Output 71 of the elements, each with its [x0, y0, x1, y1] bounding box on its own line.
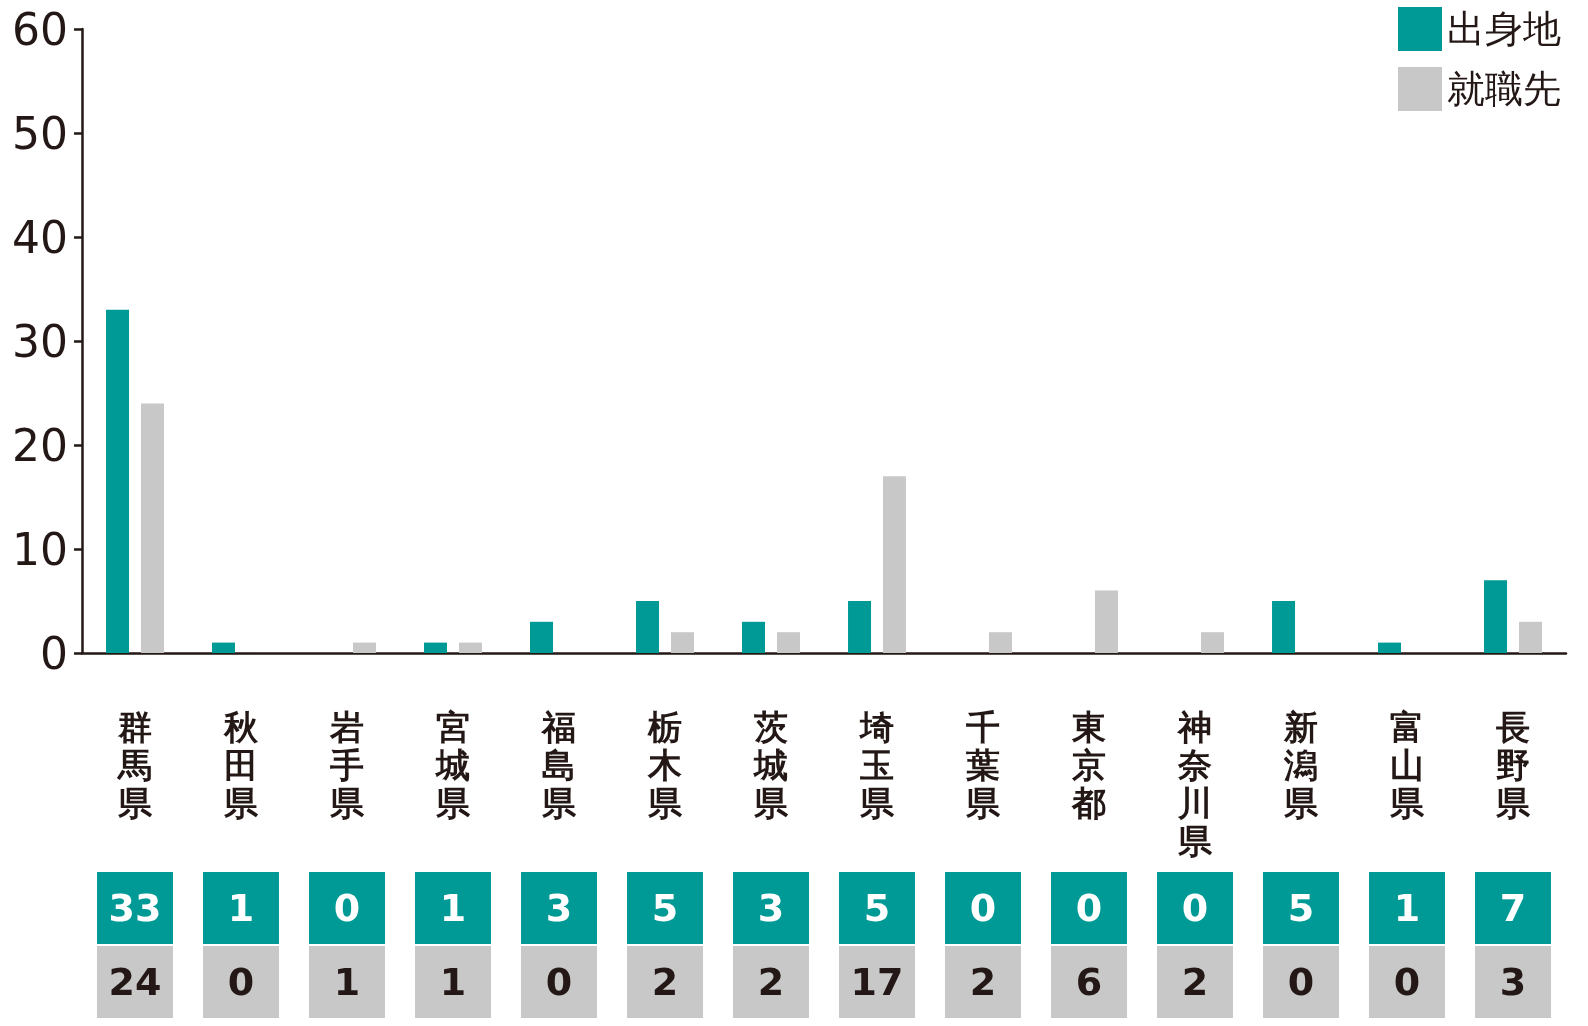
data-label: 6 [1075, 960, 1103, 1004]
data-label: 3 [757, 886, 785, 930]
x-tick-label: 富山県 [1389, 707, 1425, 823]
bar [670, 632, 694, 653]
data-label: 2 [651, 960, 679, 1004]
x-tick-label: 千葉県 [965, 707, 1001, 823]
bar [988, 632, 1012, 653]
bar [776, 632, 800, 653]
data-label: 17 [850, 960, 904, 1004]
x-tick-label: 新潟県 [1283, 707, 1319, 823]
x-tick-label: 茨城県 [752, 707, 789, 823]
data-label: 5 [651, 886, 679, 930]
bar [848, 601, 872, 653]
bar [212, 642, 236, 653]
bar [424, 642, 448, 653]
legend-label: 出身地 [1447, 7, 1561, 51]
data-label: 1 [227, 886, 255, 930]
data-label: 7 [1499, 886, 1527, 930]
data-label: 0 [545, 960, 573, 1004]
data-label: 5 [1287, 886, 1315, 930]
data-label: 33 [108, 886, 162, 930]
x-tick-label: 群馬県 [116, 707, 153, 823]
bar [742, 621, 766, 653]
bar [1484, 580, 1508, 653]
data-label: 1 [1393, 886, 1421, 930]
data-label: 0 [1287, 960, 1315, 1004]
y-tick-label: 20 [12, 419, 68, 471]
bar [106, 309, 130, 653]
data-label: 3 [545, 886, 573, 930]
data-label: 2 [757, 960, 785, 1004]
data-label: 2 [969, 960, 997, 1004]
y-tick-label: 0 [40, 627, 68, 679]
bar [1200, 632, 1224, 653]
data-label: 24 [108, 960, 162, 1004]
bar [140, 403, 164, 653]
y-tick-label: 10 [12, 523, 68, 575]
x-tick-label: 栃木県 [647, 707, 683, 823]
bar [352, 642, 376, 653]
y-tick-label: 60 [12, 3, 68, 55]
bar [1378, 642, 1402, 653]
x-tick-label: 秋田県 [223, 707, 259, 823]
y-tick-label: 40 [12, 211, 68, 263]
data-label: 2 [1181, 960, 1209, 1004]
x-tick-label: 神奈川県 [1176, 707, 1213, 861]
y-tick-label: 50 [12, 107, 68, 159]
x-tick-label: 福島県 [540, 707, 577, 823]
data-label: 5 [863, 886, 891, 930]
x-tick-label: 宮城県 [434, 707, 471, 823]
bar [636, 601, 660, 653]
x-tick-label: 東京都 [1071, 707, 1106, 823]
data-label: 1 [439, 960, 467, 1004]
x-tick-label: 埼玉県 [858, 707, 895, 823]
data-label: 0 [1393, 960, 1421, 1004]
data-label: 1 [439, 886, 467, 930]
data-label: 1 [333, 960, 361, 1004]
bar [882, 476, 906, 653]
data-label: 0 [1075, 886, 1103, 930]
x-tick-label: 長野県 [1495, 707, 1531, 823]
bar [1518, 621, 1542, 653]
data-label: 0 [1181, 886, 1209, 930]
legend-label: 就職先 [1447, 67, 1561, 111]
data-label: 0 [969, 886, 997, 930]
data-label: 0 [227, 960, 255, 1004]
x-tick-label: 岩手県 [329, 707, 365, 823]
data-label: 0 [333, 886, 361, 930]
bar [1094, 590, 1118, 653]
data-label: 3 [1499, 960, 1527, 1004]
y-tick-label: 30 [12, 315, 68, 367]
bar [458, 642, 482, 653]
bar [1272, 601, 1296, 653]
bar [530, 621, 554, 653]
